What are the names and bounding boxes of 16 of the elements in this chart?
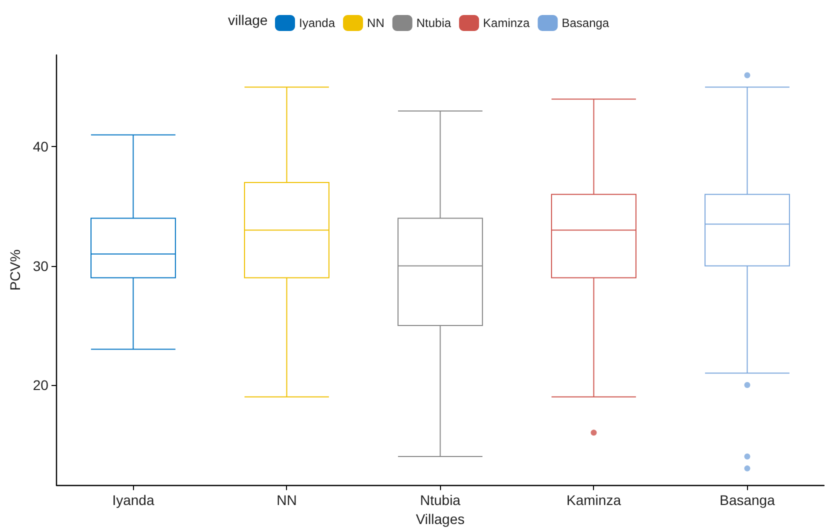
legend-label: NN	[367, 16, 384, 30]
legend-label: Kaminza	[483, 16, 530, 30]
x-tick-label: Iyanda	[112, 492, 154, 508]
x-axis-title: Villages	[416, 511, 465, 527]
y-tick-label: 30	[32, 258, 49, 274]
y-axis-title: PCV%	[7, 249, 23, 291]
legend-label: Ntubia	[416, 16, 452, 30]
legend-label: Basanga	[562, 16, 610, 30]
y-tick-label: 20	[32, 377, 49, 394]
legend-label: Iyanda	[299, 16, 336, 30]
x-tick-label: NN	[276, 492, 297, 508]
x-tick-label: Ntubia	[420, 492, 461, 508]
legend-title: village	[228, 12, 268, 28]
x-tick-label: Basanga	[720, 492, 776, 508]
x-tick-label: Kaminza	[566, 492, 622, 508]
y-tick-label: 40	[32, 138, 49, 155]
